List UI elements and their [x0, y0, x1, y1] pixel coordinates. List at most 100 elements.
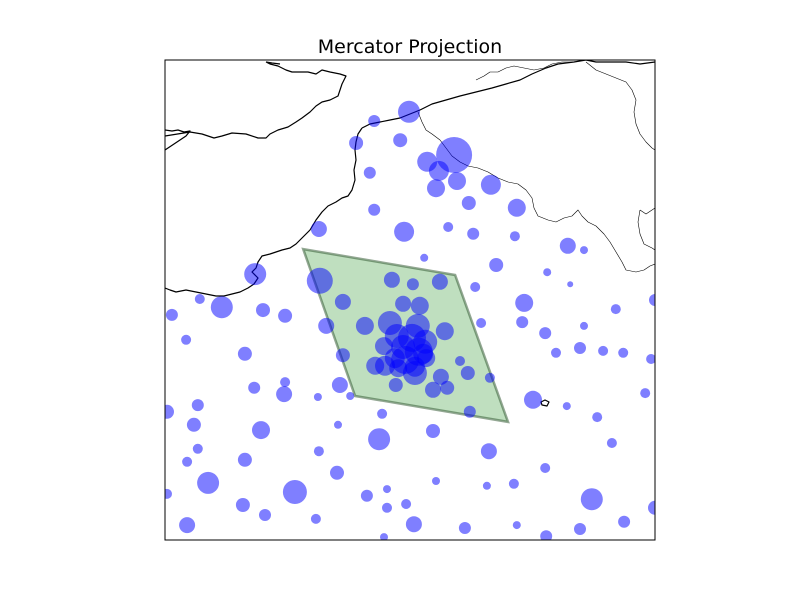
- data-point-marker: [551, 347, 561, 358]
- data-point-marker: [256, 303, 270, 318]
- data-point-marker: [470, 282, 481, 292]
- data-point-marker: [540, 463, 551, 473]
- data-point-marker: [310, 513, 321, 524]
- data-point-marker: [179, 517, 196, 534]
- data-point-marker: [235, 498, 250, 512]
- data-point-marker: [252, 421, 270, 440]
- data-point-marker: [165, 308, 178, 321]
- data-point-marker: [182, 456, 193, 467]
- data-point-marker: [259, 509, 271, 521]
- data-point-marker: [335, 348, 350, 363]
- data-point-marker: [606, 438, 617, 448]
- data-point-marker: [394, 221, 415, 242]
- data-point-marker: [489, 258, 504, 272]
- data-point-marker: [435, 322, 454, 341]
- data-point-marker: [210, 296, 233, 319]
- data-point-marker: [398, 100, 420, 123]
- data-point-marker: [592, 412, 603, 423]
- data-point-marker: [420, 253, 429, 262]
- data-point-marker: [649, 294, 655, 306]
- data-point-marker: [440, 380, 455, 395]
- data-point-marker: [318, 317, 335, 334]
- data-point-marker: [432, 477, 440, 485]
- data-point-marker: [540, 530, 553, 540]
- data-point-marker: [524, 390, 542, 409]
- data-point-marker: [388, 378, 403, 392]
- data-point-marker: [646, 354, 655, 364]
- data-point-marker: [512, 521, 521, 530]
- data-point-marker: [640, 388, 651, 399]
- data-point-marker: [516, 316, 529, 329]
- data-point-marker: [574, 342, 586, 354]
- data-point-marker: [428, 160, 449, 181]
- data-point-marker: [426, 424, 440, 438]
- data-point-marker: [427, 179, 445, 198]
- data-point-marker: [448, 172, 466, 190]
- data-point-marker: [395, 295, 412, 312]
- data-point-marker: [401, 499, 412, 509]
- map-area: [165, 60, 655, 540]
- data-point-marker: [382, 502, 392, 513]
- data-point-marker: [410, 296, 429, 315]
- data-point-marker: [368, 203, 381, 216]
- data-point-marker: [515, 293, 534, 312]
- data-point-marker: [480, 443, 497, 460]
- data-point-marker: [165, 488, 172, 499]
- data-point-marker: [360, 489, 373, 502]
- data-point-marker: [237, 346, 252, 361]
- data-point-marker: [509, 231, 520, 242]
- data-point-marker: [461, 196, 476, 210]
- data-point-marker: [313, 446, 324, 457]
- data-point-marker: [598, 345, 609, 356]
- data-point-marker: [368, 428, 391, 451]
- coastline-continent: [361, 60, 655, 129]
- data-point-marker: [248, 381, 261, 394]
- data-point-marker: [580, 321, 588, 330]
- data-point-marker: [278, 308, 293, 323]
- data-point-marker: [463, 405, 476, 418]
- data-point-marker: [377, 408, 388, 419]
- border-belgium-germany: [585, 61, 655, 151]
- data-point-marker: [460, 366, 475, 380]
- data-point-marker: [349, 136, 364, 150]
- data-point-marker: [334, 420, 342, 429]
- data-point-marker: [507, 198, 526, 217]
- data-point-marker: [310, 221, 327, 237]
- data-point-marker: [425, 381, 441, 398]
- data-point-marker: [280, 377, 291, 388]
- data-point-marker: [480, 174, 501, 195]
- data-point-marker: [355, 316, 374, 335]
- data-point-marker: [543, 268, 552, 277]
- data-point-marker: [383, 485, 391, 494]
- data-point-marker: [406, 278, 419, 291]
- data-point-marker: [455, 356, 465, 366]
- data-point-marker: [648, 500, 655, 515]
- data-point-marker: [431, 273, 448, 290]
- data-point-marker: [165, 404, 174, 419]
- data-point-marker: [194, 294, 205, 304]
- map-title: Mercator Projection: [318, 36, 502, 58]
- data-point-marker: [559, 237, 576, 254]
- data-point-marker: [539, 327, 552, 340]
- data-point-marker: [567, 281, 574, 288]
- data-point-marker: [192, 443, 203, 454]
- data-point-marker: [368, 115, 381, 127]
- map-frame: [164, 59, 656, 541]
- border-belgium-netherlands: [475, 61, 574, 81]
- data-point-marker: [458, 522, 471, 534]
- data-point-marker: [580, 488, 603, 511]
- data-point-marker: [432, 368, 449, 385]
- data-point-marker: [331, 377, 348, 393]
- data-point-marker: [610, 304, 621, 315]
- data-point-marker: [191, 399, 204, 412]
- data-point-marker: [389, 359, 408, 378]
- islet: [540, 399, 550, 407]
- data-point-marker: [467, 227, 480, 240]
- data-point-marker: [383, 271, 400, 288]
- coastline-england: [165, 61, 347, 151]
- data-point-marker: [482, 481, 491, 490]
- data-point-marker: [186, 417, 201, 432]
- data-point-marker: [393, 133, 408, 148]
- data-point-marker: [508, 478, 519, 489]
